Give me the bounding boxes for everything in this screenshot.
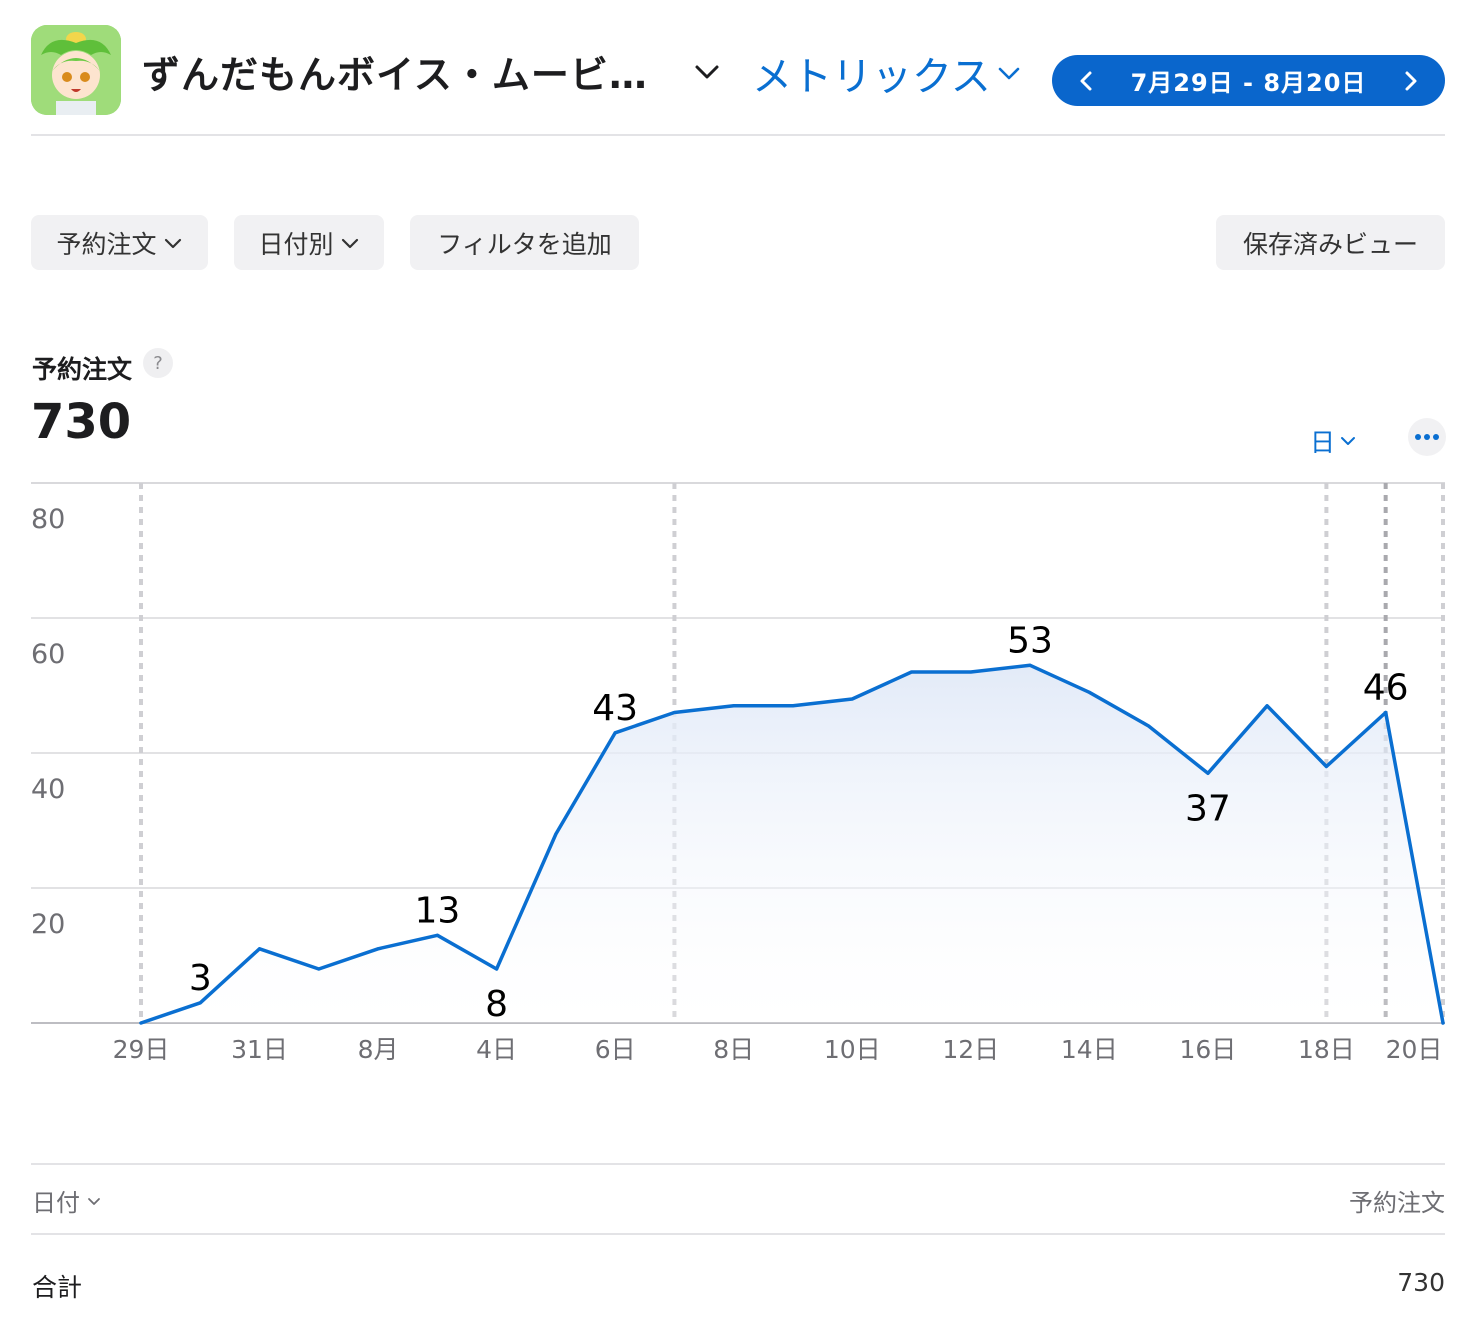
metric-total: 730 xyxy=(31,394,132,450)
data-point xyxy=(554,832,558,836)
metrics-menu[interactable]: メトリックス xyxy=(752,44,1023,102)
data-point xyxy=(258,947,262,951)
data-point xyxy=(1087,690,1091,694)
data-label: 13 xyxy=(414,890,460,931)
y-tick-label: 60 xyxy=(31,639,65,670)
x-tick-label: 6日 xyxy=(595,1035,636,1064)
y-tick-label: 20 xyxy=(31,909,65,940)
saved-views-button[interactable]: 保存済みビュー xyxy=(1216,215,1445,270)
data-point xyxy=(1441,1021,1445,1025)
date-column-label: 日付 xyxy=(32,1189,80,1217)
saved-views-label: 保存済みビュー xyxy=(1242,229,1418,259)
measure-label: 予約注文 xyxy=(56,229,157,259)
x-tick-label: 8月 xyxy=(358,1035,399,1064)
date-range-picker: 7月29日 - 8月20日 xyxy=(1052,55,1445,106)
x-tick-label: 31日 xyxy=(231,1035,288,1064)
date-column-header[interactable]: 日付 xyxy=(32,1183,102,1218)
x-tick-label: 4日 xyxy=(476,1035,517,1064)
add-filter-label: フィルタを追加 xyxy=(437,229,612,259)
data-point xyxy=(613,731,617,735)
data-point xyxy=(1028,663,1032,667)
data-point xyxy=(969,670,973,674)
data-point xyxy=(732,704,736,708)
chevron-right-icon xyxy=(1405,71,1417,90)
table-top-divider xyxy=(31,1163,1445,1165)
data-point xyxy=(1265,704,1269,708)
chevron-down-icon xyxy=(88,1197,100,1205)
x-tick-label: 10日 xyxy=(824,1035,881,1064)
x-tick-label: 18日 xyxy=(1298,1035,1355,1064)
x-tick-label: 29日 xyxy=(113,1035,170,1064)
series-area xyxy=(141,665,1443,1023)
x-tick-label: 16日 xyxy=(1179,1035,1236,1064)
data-point xyxy=(495,967,499,971)
y-tick-label: 40 xyxy=(31,774,65,805)
y-tick-label: 80 xyxy=(31,504,65,535)
x-tick-label: 12日 xyxy=(942,1035,999,1064)
data-label: 37 xyxy=(1185,788,1231,829)
data-point xyxy=(910,670,914,674)
help-icon[interactable]: ? xyxy=(143,348,173,378)
chevron-down-icon xyxy=(164,238,181,248)
date-range-label[interactable]: 7月29日 - 8月20日 xyxy=(1130,69,1367,97)
table-header-divider xyxy=(31,1233,1445,1235)
data-point xyxy=(850,697,854,701)
data-point xyxy=(198,1001,202,1005)
metric-title: 予約注文 xyxy=(32,355,133,384)
data-point xyxy=(672,711,676,714)
previous-period-button[interactable] xyxy=(1072,67,1100,95)
total-row-value: 730 xyxy=(1397,1268,1445,1297)
data-point xyxy=(435,933,439,937)
total-row-label: 合計 xyxy=(32,1273,83,1302)
orders-column-header: 予約注文 xyxy=(1349,1189,1445,1217)
more-options-button[interactable] xyxy=(1408,418,1446,456)
chevron-down-icon xyxy=(998,67,1020,80)
data-point xyxy=(1324,765,1328,768)
add-filter-button[interactable]: フィルタを追加 xyxy=(410,215,639,270)
orders-chart: 20 40 60 80 3 13 8 43 53 37 46 29日 31日 8月 4日 6日 8日 10日 12日… xyxy=(31,482,1445,1064)
granularity-label: 日 xyxy=(1310,428,1336,457)
data-label: 46 xyxy=(1363,668,1409,709)
x-tick-label: 20日 xyxy=(1386,1035,1443,1064)
chevron-left-icon xyxy=(1080,71,1092,90)
data-point xyxy=(791,704,795,708)
next-period-button[interactable] xyxy=(1397,67,1425,95)
app-title: ずんだもんボイス・ムービ… xyxy=(142,53,648,97)
data-point xyxy=(376,947,380,951)
header-divider xyxy=(31,134,1445,136)
ellipsis-icon xyxy=(1415,434,1439,440)
data-point xyxy=(1384,711,1388,714)
metrics-label: メトリックス xyxy=(752,54,991,100)
data-label: 8 xyxy=(485,984,508,1025)
app-icon xyxy=(31,25,121,115)
breakdown-label: 日付別 xyxy=(258,229,334,259)
data-label: 3 xyxy=(189,958,212,999)
data-point xyxy=(1206,771,1210,775)
x-tick-label: 14日 xyxy=(1061,1035,1118,1064)
measure-dropdown[interactable]: 予約注文 xyxy=(31,215,208,270)
app-switcher-chevron-icon[interactable] xyxy=(690,58,724,86)
granularity-dropdown[interactable]: 日 xyxy=(1310,423,1357,459)
data-label: 43 xyxy=(592,688,638,729)
data-point xyxy=(1147,724,1151,728)
chevron-down-icon xyxy=(1341,437,1356,445)
data-point xyxy=(317,967,321,971)
x-tick-label: 8日 xyxy=(713,1035,754,1064)
data-point xyxy=(139,1021,143,1025)
data-label: 53 xyxy=(1007,620,1053,661)
chevron-down-icon xyxy=(341,238,358,248)
breakdown-dropdown[interactable]: 日付別 xyxy=(234,215,384,270)
